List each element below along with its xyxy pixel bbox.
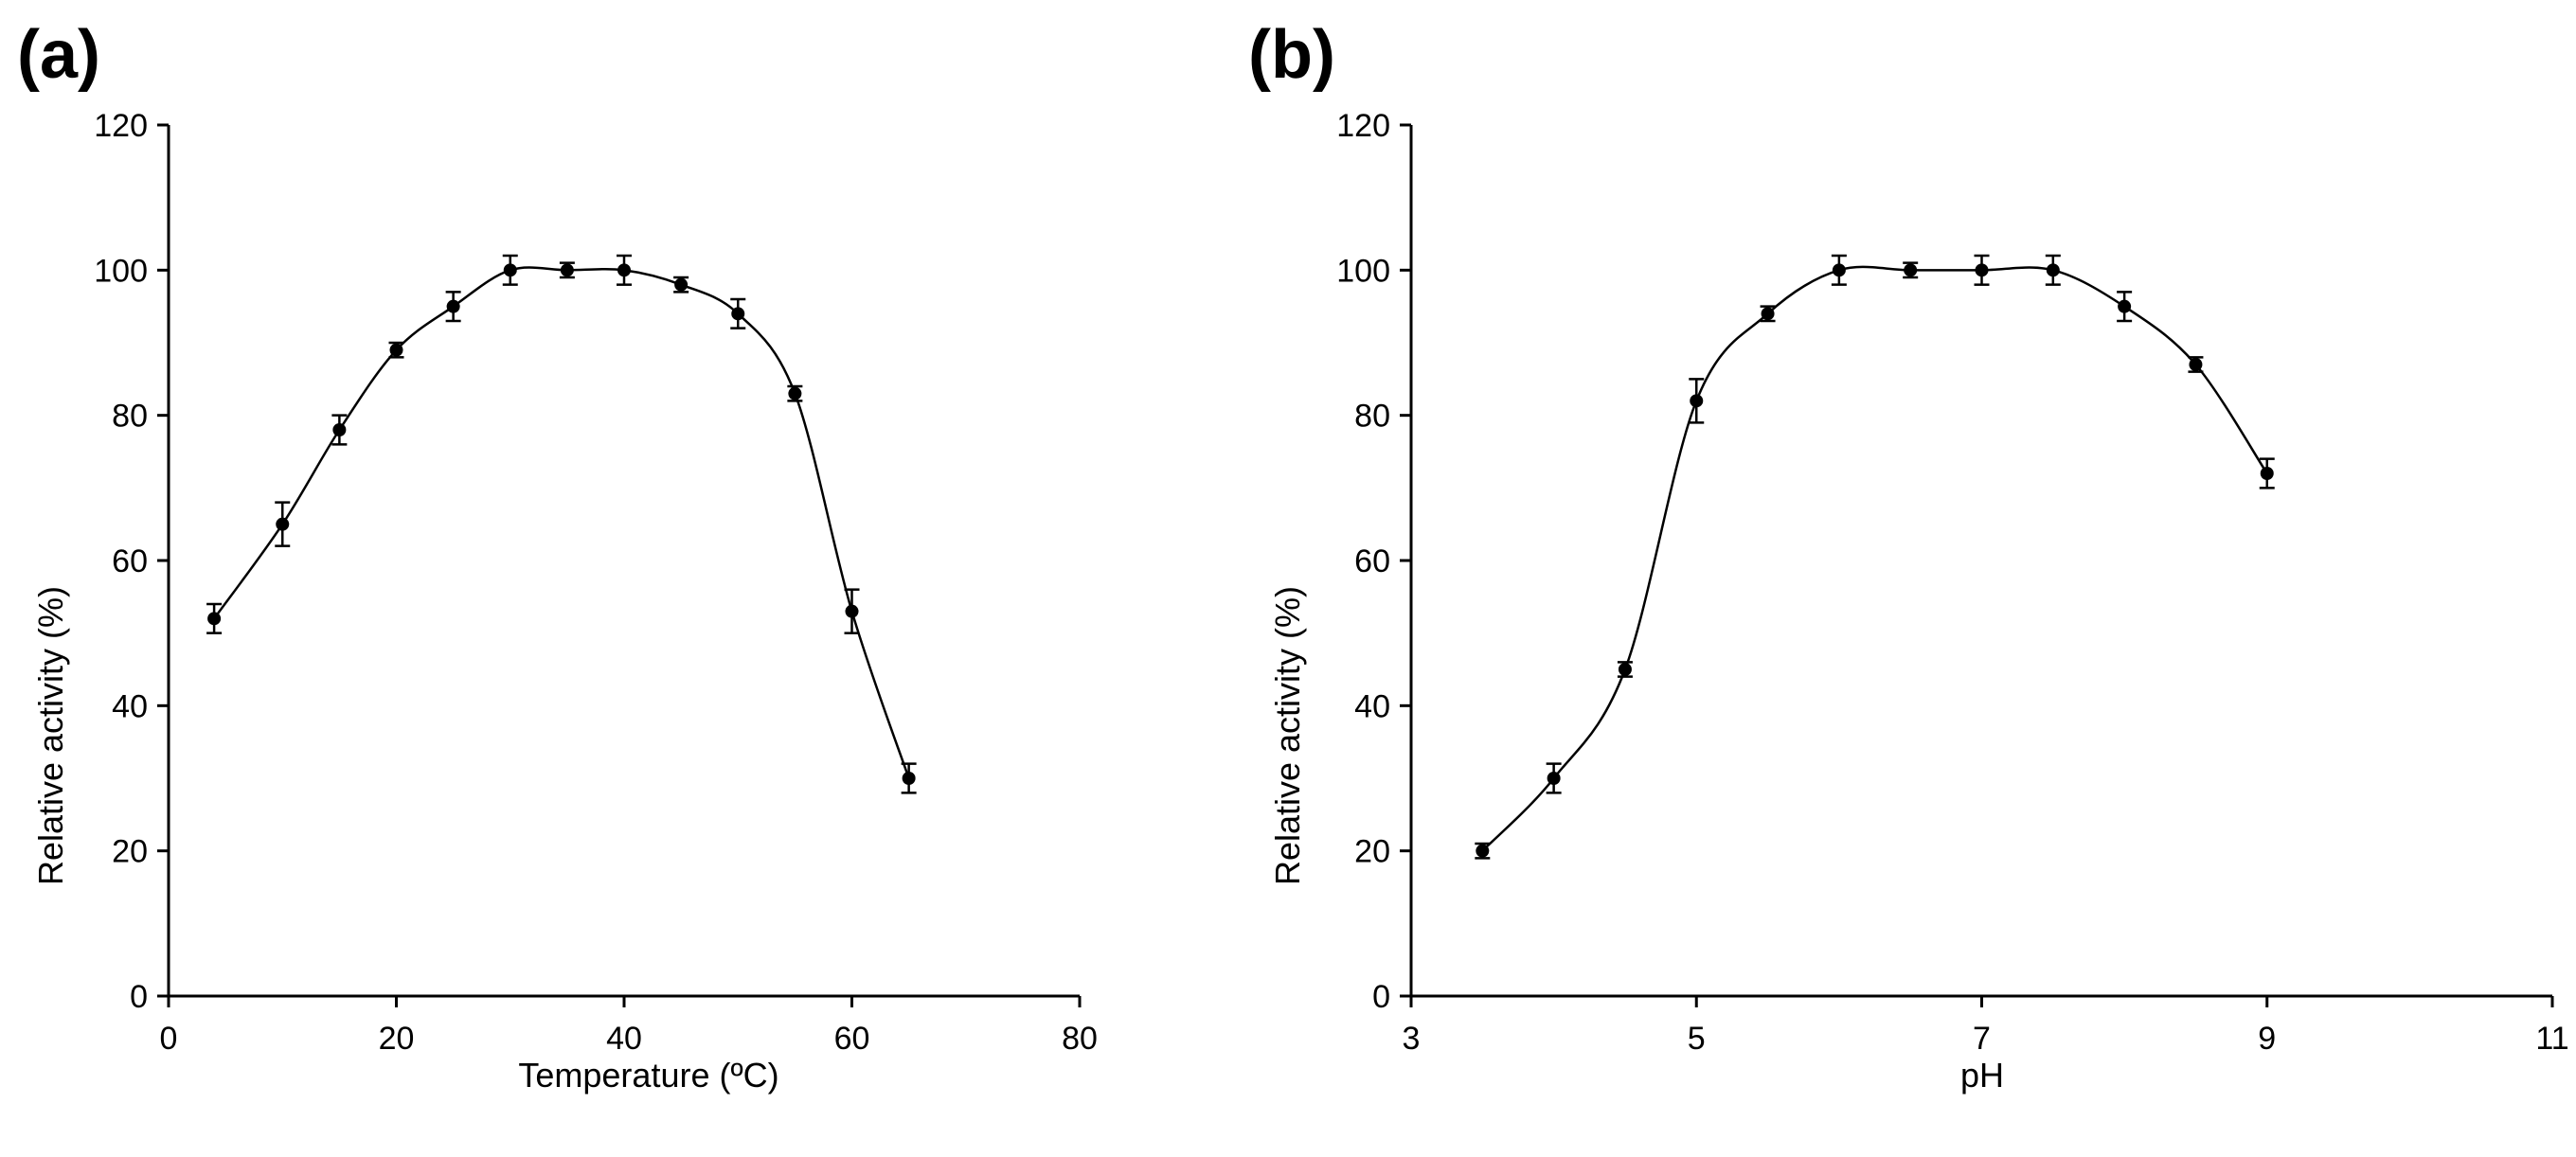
- panel-b-label: (b): [1248, 17, 1335, 93]
- panel-a-data-point: [845, 604, 859, 618]
- panel-a-y-ticks: 0 20 40 60 80 100 120: [94, 108, 169, 1015]
- panel-b-x-tick-label: 7: [1973, 1021, 1991, 1057]
- panel-a-x-tick-label: 80: [1062, 1021, 1098, 1057]
- panel-b-data-point: [2189, 358, 2203, 371]
- panel-b-y-tick-label: 40: [1354, 688, 1390, 724]
- panel-a-data-point: [560, 263, 574, 277]
- panel-a-x-ticks: 0 20 40 60 80: [160, 996, 1098, 1057]
- panel-b-data-point: [2118, 299, 2132, 313]
- panel-b-x-ticks: 3 5 7 9 11: [1403, 996, 2569, 1057]
- panel-a-data-point: [207, 612, 222, 626]
- panel-a-y-tick-label: 80: [112, 399, 148, 435]
- panel-a-data-point: [276, 517, 290, 531]
- panel-a-x-tick-label: 20: [379, 1021, 415, 1057]
- panel-b-x-tick-label: 9: [2258, 1021, 2276, 1057]
- panel-a-y-tick-label: 20: [112, 834, 148, 870]
- panel-b-data-point: [2046, 263, 2060, 277]
- panel-b-x-tick-label: 3: [1403, 1021, 1421, 1057]
- panel-b-data-point: [1618, 663, 1632, 676]
- panel-a-data-point: [446, 299, 460, 313]
- panel-b-data-point: [1832, 263, 1846, 277]
- panel-a-x-tick-label: 60: [834, 1021, 870, 1057]
- panel-b-data-point: [1547, 772, 1561, 785]
- panel-a-x-tick-label: 40: [606, 1021, 642, 1057]
- panel-b-x-tick-label: 11: [2535, 1021, 2568, 1057]
- panel-a-y-tick-label: 0: [130, 979, 148, 1015]
- panel-b-y-tick-label: 0: [1372, 979, 1390, 1015]
- panel-a-series-line: [213, 266, 910, 779]
- panel-a-y-tick-label: 60: [112, 543, 148, 579]
- panel-a-temperature-chart: (a) 0 20 40 60 80 100 120 0 20 40 60 80 Relative a…: [17, 17, 1098, 1095]
- panel-a-x-tick-label: 0: [160, 1021, 178, 1057]
- panel-b-data-point: [2260, 467, 2274, 480]
- panel-a-data-point: [503, 263, 517, 277]
- panel-b-y-tick-label: 100: [1336, 253, 1390, 289]
- panel-a-y-axis-title: Relative activity (%): [31, 586, 70, 885]
- panel-b-series-line: [1481, 265, 2268, 852]
- panel-b-x-axis-title: pH: [1960, 1056, 2004, 1095]
- panel-b-y-tick-label: 60: [1354, 543, 1390, 579]
- panel-b-ph-chart: (b) 0 20 40 60 80 100 120 3 5 7 9 11 Relative acti…: [1248, 17, 2569, 1095]
- panel-b-y-axis-title: Relative activity (%): [1268, 586, 1307, 885]
- panel-a-data-point: [731, 307, 745, 321]
- panel-a-x-axis-title: Temperature (ºC): [518, 1056, 778, 1095]
- panel-a-data-point: [902, 772, 916, 785]
- panel-b-data-point: [1476, 844, 1490, 858]
- panel-b-data-point: [1690, 394, 1704, 408]
- panel-a-y-tick-label: 120: [94, 108, 148, 144]
- panel-a-data-point: [788, 386, 802, 400]
- panel-a-data-point: [617, 263, 631, 277]
- panel-a-data-point: [332, 423, 347, 436]
- panel-a-y-tick-label: 100: [94, 253, 148, 289]
- panel-b-y-ticks: 0 20 40 60 80 100 120: [1336, 108, 1411, 1015]
- panel-b-plot-area: [1475, 254, 2275, 860]
- panel-b-data-point: [1904, 263, 1918, 277]
- panel-a-y-tick-label: 40: [112, 688, 148, 724]
- panel-b-y-tick-label: 80: [1354, 399, 1390, 435]
- panel-b-x-tick-label: 5: [1688, 1021, 1706, 1057]
- panel-b-y-tick-label: 120: [1336, 108, 1390, 144]
- panel-a-data-point: [674, 277, 689, 292]
- panel-a-data-point: [389, 343, 403, 357]
- panel-b-data-point: [1975, 263, 1989, 277]
- panel-a-plot-area: [206, 254, 917, 794]
- panel-a-label: (a): [17, 17, 100, 93]
- panel-b-y-tick-label: 20: [1354, 834, 1390, 870]
- panel-b-data-point: [1761, 307, 1775, 321]
